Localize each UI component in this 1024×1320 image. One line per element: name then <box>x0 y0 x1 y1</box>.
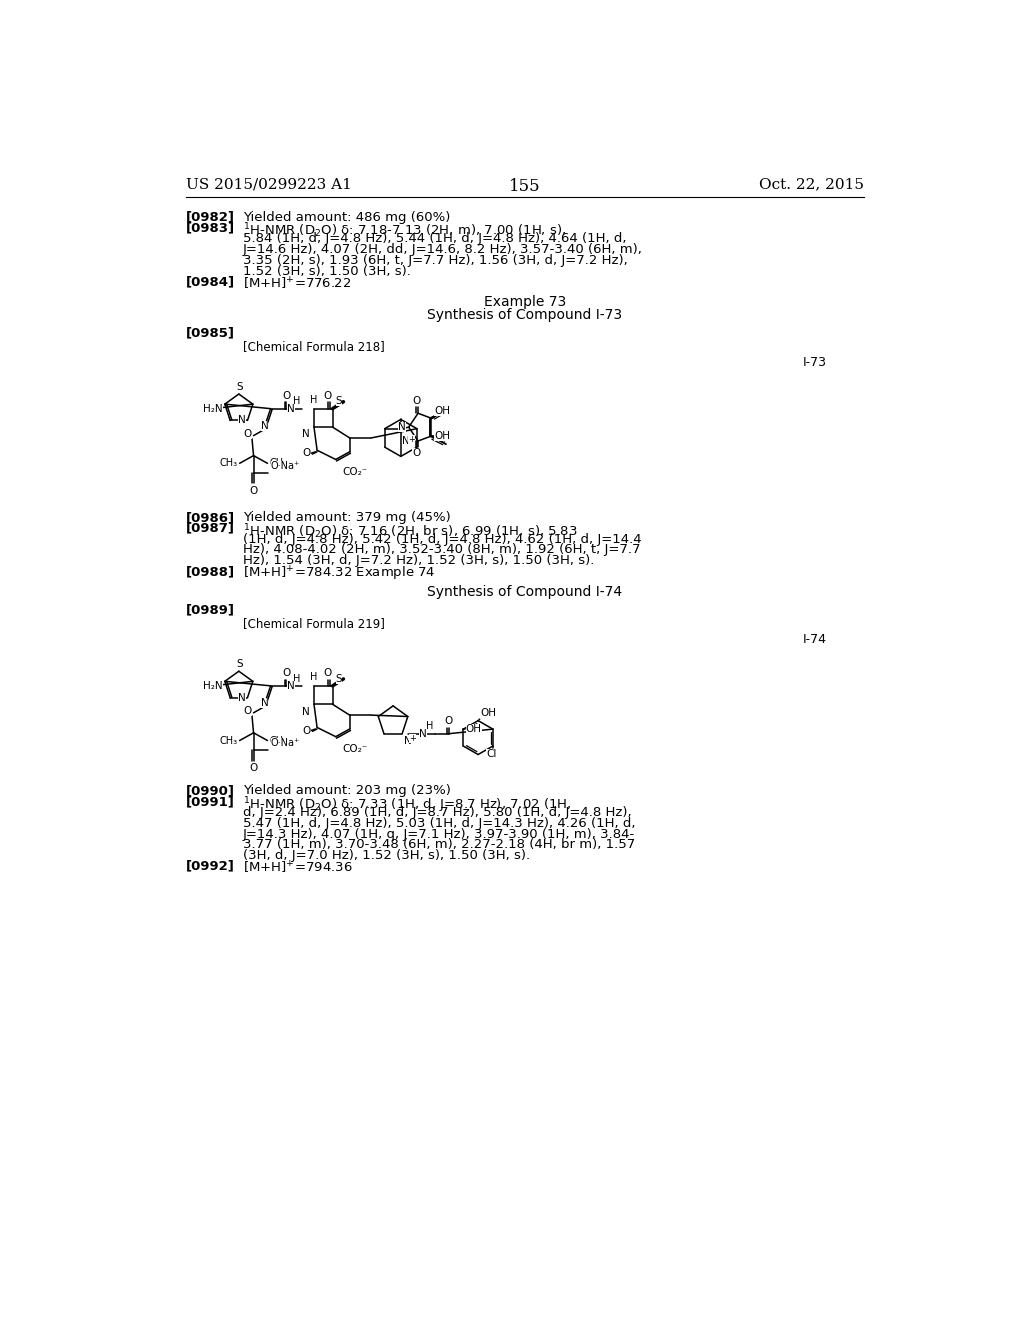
Text: H: H <box>426 722 433 731</box>
Text: N: N <box>398 422 406 432</box>
Text: [M+H]$^{+}$=794.36: [M+H]$^{+}$=794.36 <box>243 859 352 876</box>
Text: J=14.3 Hz), 4.07 (1H, q, J=7.1 Hz), 3.97-3.90 (1H, m), 3.84-: J=14.3 Hz), 4.07 (1H, q, J=7.1 Hz), 3.97… <box>243 828 635 841</box>
Text: N: N <box>403 737 412 746</box>
Text: O: O <box>324 668 332 678</box>
Text: H₂N: H₂N <box>203 681 223 690</box>
Text: S: S <box>237 381 243 392</box>
Text: 5.47 (1H, d, J=4.8 Hz), 5.03 (1H, d, J=14.3 Hz), 4.26 (1H, d,: 5.47 (1H, d, J=4.8 Hz), 5.03 (1H, d, J=1… <box>243 817 635 830</box>
Text: CH₃: CH₃ <box>220 735 238 746</box>
Text: I-74: I-74 <box>802 632 826 645</box>
Text: [M+H]$^{+}$=776.22: [M+H]$^{+}$=776.22 <box>243 276 351 292</box>
Text: [Chemical Formula 219]: [Chemical Formula 219] <box>243 618 385 631</box>
Text: 1.52 (3H, s), 1.50 (3H, s).: 1.52 (3H, s), 1.50 (3H, s). <box>243 264 411 277</box>
Text: [0986]: [0986] <box>186 511 236 524</box>
Text: N: N <box>402 436 410 446</box>
Text: CO₂⁻: CO₂⁻ <box>342 744 368 754</box>
Text: [0985]: [0985] <box>186 326 236 339</box>
Text: [0992]: [0992] <box>186 859 234 873</box>
Text: 5.84 (1H, d, J=4.8 Hz), 5.44 (1H, d, J=4.8 Hz), 4.64 (1H, d,: 5.84 (1H, d, J=4.8 Hz), 5.44 (1H, d, J=4… <box>243 232 627 246</box>
Text: N: N <box>302 429 310 440</box>
Text: [M+H]$^{+}$=784.32 Example 74: [M+H]$^{+}$=784.32 Example 74 <box>243 565 435 583</box>
Text: [0983]: [0983] <box>186 222 236 235</box>
Text: [0984]: [0984] <box>186 276 236 289</box>
Text: Yielded amount: 379 mg (45%): Yielded amount: 379 mg (45%) <box>243 511 451 524</box>
Text: N: N <box>260 421 268 430</box>
Text: 3.35 (2H, s), 1.93 (6H, t, J=7.7 Hz), 1.56 (3H, d, J=7.2 Hz),: 3.35 (2H, s), 1.93 (6H, t, J=7.7 Hz), 1.… <box>243 253 628 267</box>
Text: Hz), 4.08-4.02 (2H, m), 3.52-3.40 (8H, m), 1.92 (6H, t, J=7.7: Hz), 4.08-4.02 (2H, m), 3.52-3.40 (8H, m… <box>243 544 640 557</box>
Text: O: O <box>250 486 258 495</box>
Text: H: H <box>293 673 301 684</box>
Text: [0991]: [0991] <box>186 795 234 808</box>
Text: S: S <box>336 396 342 407</box>
Text: 3.77 (1H, m), 3.70-3.48 (6H, m), 2.27-2.18 (4H, br m), 1.57: 3.77 (1H, m), 3.70-3.48 (6H, m), 2.27-2.… <box>243 838 635 851</box>
Text: O: O <box>303 726 311 735</box>
Text: [0988]: [0988] <box>186 565 236 578</box>
Text: +: + <box>408 436 415 444</box>
Text: [0989]: [0989] <box>186 603 236 616</box>
Text: N: N <box>239 416 246 425</box>
Text: H: H <box>293 396 301 407</box>
Text: [0987]: [0987] <box>186 521 236 535</box>
Text: $^{1}$H-NMR (D$_{2}$O) δ: 7.16 (2H, br s), 6.99 (1H, s), 5.83: $^{1}$H-NMR (D$_{2}$O) δ: 7.16 (2H, br s… <box>243 521 578 541</box>
Text: [Chemical Formula 218]: [Chemical Formula 218] <box>243 341 384 354</box>
Text: Cl: Cl <box>486 750 497 759</box>
Text: [0990]: [0990] <box>186 784 236 797</box>
Text: CH₃: CH₃ <box>269 735 287 746</box>
Text: Synthesis of Compound I-74: Synthesis of Compound I-74 <box>427 585 623 599</box>
Text: S: S <box>237 659 243 669</box>
Text: O: O <box>413 396 421 407</box>
Text: O·Na⁺: O·Na⁺ <box>270 738 300 748</box>
Text: N: N <box>302 706 310 717</box>
Text: H: H <box>310 672 317 682</box>
Text: N: N <box>239 693 246 702</box>
Text: 155: 155 <box>509 178 541 194</box>
Text: N: N <box>287 404 295 413</box>
Text: N: N <box>419 729 427 739</box>
Text: d, J=2.4 Hz), 6.89 (1H, d, J=8.7 Hz), 5.80 (1H, d, J=4.8 Hz),: d, J=2.4 Hz), 6.89 (1H, d, J=8.7 Hz), 5.… <box>243 807 632 818</box>
Text: O: O <box>244 429 252 440</box>
Text: H: H <box>310 395 317 405</box>
Text: O: O <box>250 763 258 772</box>
Text: Example 73: Example 73 <box>483 296 566 309</box>
Text: US 2015/0299223 A1: US 2015/0299223 A1 <box>186 178 352 191</box>
Text: OH: OH <box>434 430 451 441</box>
Text: Hz), 1.54 (3H, d, J=7.2 Hz), 1.52 (3H, s), 1.50 (3H, s).: Hz), 1.54 (3H, d, J=7.2 Hz), 1.52 (3H, s… <box>243 554 594 568</box>
Text: O: O <box>324 391 332 401</box>
Text: OH: OH <box>434 407 451 416</box>
Text: N: N <box>260 698 268 708</box>
Text: [0982]: [0982] <box>186 211 236 224</box>
Text: Oct. 22, 2015: Oct. 22, 2015 <box>759 178 864 191</box>
Text: +: + <box>410 734 416 743</box>
Text: O·Na⁺: O·Na⁺ <box>270 461 300 471</box>
Text: Yielded amount: 203 mg (23%): Yielded amount: 203 mg (23%) <box>243 784 451 797</box>
Text: CH₃: CH₃ <box>220 458 238 469</box>
Text: OH: OH <box>480 708 497 718</box>
Text: $^{1}$H-NMR (D$_{2}$O) δ: 7.18-7.13 (2H, m), 7.00 (1H, s),: $^{1}$H-NMR (D$_{2}$O) δ: 7.18-7.13 (2H,… <box>243 222 566 240</box>
Text: O: O <box>282 668 290 678</box>
Text: $^{1}$H-NMR (D$_{2}$O) δ: 7.33 (1H, d, J=8.7 Hz), 7.02 (1H,: $^{1}$H-NMR (D$_{2}$O) δ: 7.33 (1H, d, J… <box>243 795 571 814</box>
Text: (1H, d, J=4.8 Hz), 5.42 (1H, d, J=4.8 Hz), 4.62 (1H, d, J=14.4: (1H, d, J=4.8 Hz), 5.42 (1H, d, J=4.8 Hz… <box>243 533 641 545</box>
Text: I-73: I-73 <box>802 355 826 368</box>
Text: O: O <box>244 706 252 717</box>
Text: H₂N: H₂N <box>203 404 223 413</box>
Text: O: O <box>303 449 311 458</box>
Text: J=14.6 Hz), 4.07 (2H, dd, J=14.6, 8.2 Hz), 3.57-3.40 (6H, m),: J=14.6 Hz), 4.07 (2H, dd, J=14.6, 8.2 Hz… <box>243 243 643 256</box>
Text: OH: OH <box>466 725 481 734</box>
Text: O: O <box>282 391 290 401</box>
Text: CO₂⁻: CO₂⁻ <box>342 467 368 477</box>
Text: N: N <box>287 681 295 690</box>
Text: Synthesis of Compound I-73: Synthesis of Compound I-73 <box>427 308 623 322</box>
Text: (3H, d, J=7.0 Hz), 1.52 (3H, s), 1.50 (3H, s).: (3H, d, J=7.0 Hz), 1.52 (3H, s), 1.50 (3… <box>243 849 529 862</box>
Text: O: O <box>413 447 421 458</box>
Text: S: S <box>336 673 342 684</box>
Text: O: O <box>444 715 453 726</box>
Text: CH₃: CH₃ <box>269 458 287 469</box>
Text: Yielded amount: 486 mg (60%): Yielded amount: 486 mg (60%) <box>243 211 451 224</box>
